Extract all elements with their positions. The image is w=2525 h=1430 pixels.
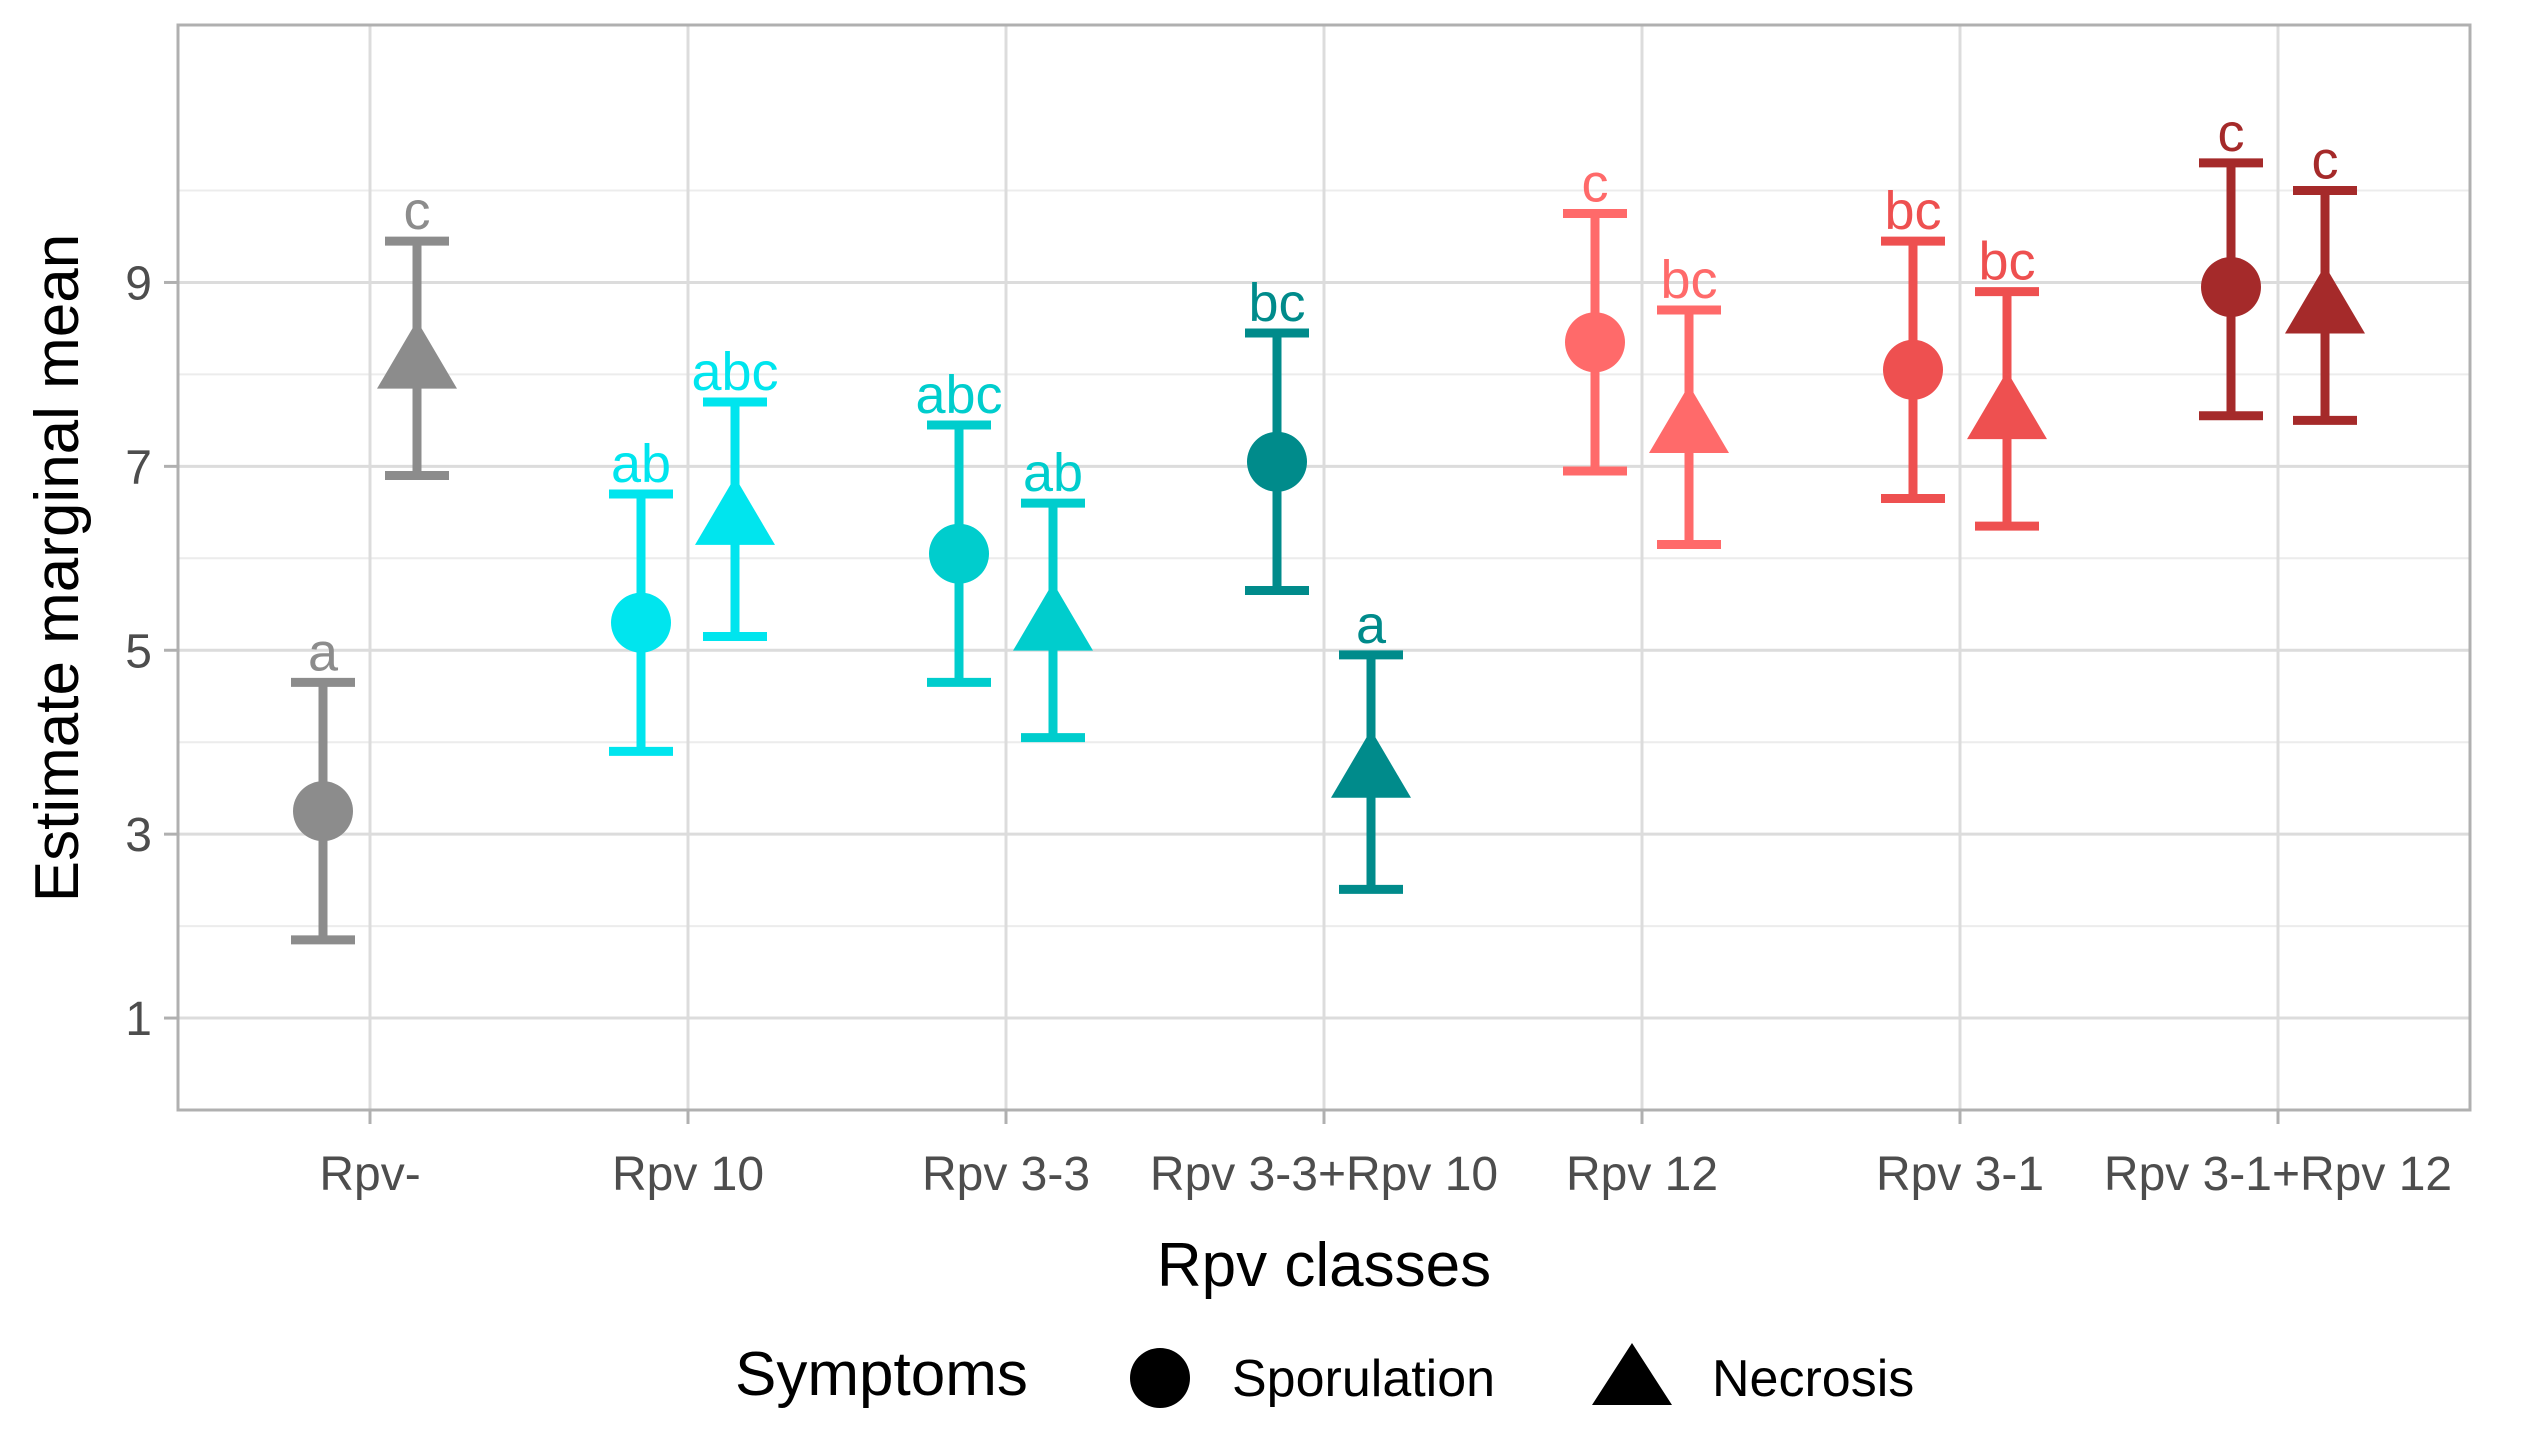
errorbar-point-sporulation: a: [291, 622, 355, 945]
significance-letter: bc: [1248, 273, 1305, 333]
y-tick-label: 1: [125, 993, 152, 1046]
legend-key-necrosis-triangle: [1592, 1343, 1672, 1405]
necrosis-point: [1331, 729, 1411, 798]
significance-letter: abc: [691, 342, 778, 402]
errorbar-point-necrosis: bc: [1967, 232, 2047, 531]
legend-label-necrosis: Necrosis: [1712, 1350, 1914, 1408]
sporulation-point: [1883, 339, 1943, 400]
sporulation-point: [611, 592, 671, 653]
legend-label-sporulation: Sporulation: [1232, 1350, 1495, 1408]
significance-letter: a: [1356, 595, 1387, 655]
x-tick-label: Rpv-: [319, 1148, 420, 1201]
sporulation-point: [1565, 312, 1625, 373]
significance-letter: c: [1582, 153, 1609, 213]
sporulation-point: [2201, 257, 2261, 318]
errorbar-point-sporulation: bc: [1881, 181, 1945, 504]
x-tick-label: Rpv 3-1+Rpv 12: [2104, 1148, 2452, 1201]
errorbar-point-sporulation: bc: [1245, 273, 1309, 595]
errorbar-point-necrosis: bc: [1649, 250, 1729, 550]
axes: 1 3 5 7 9 Rpv- Rpv 10 Rpv 3-3 Rpv 3-3+Rpv 10 Rpv …: [125, 257, 2452, 1201]
errorbar-point-necrosis: abc: [691, 342, 779, 641]
necrosis-point: [377, 320, 457, 389]
x-axis-title: Rpv classes: [1157, 1231, 1491, 1300]
errorbar-point-sporulation: c: [2199, 103, 2263, 421]
necrosis-point: [1967, 371, 2047, 440]
legend: Symptoms Sporulation Necrosis: [735, 1340, 1914, 1409]
legend-title: Symptoms: [735, 1340, 1028, 1409]
y-axis-title: Estimate marginal mean: [23, 234, 92, 903]
x-tick-label: Rpv 12: [1566, 1148, 1718, 1201]
necrosis-point: [2285, 265, 2365, 334]
significance-letter: ab: [1023, 443, 1083, 503]
errorbar-point-necrosis: ab: [1013, 443, 1093, 743]
errorbar-point-necrosis: c: [377, 181, 457, 481]
necrosis-point: [1013, 582, 1093, 651]
significance-letter: bc: [1884, 181, 1941, 241]
significance-letter: a: [308, 622, 339, 682]
significance-letter: c: [2312, 131, 2339, 191]
x-tick-label: Rpv 3-1: [1876, 1148, 2044, 1201]
significance-letter: c: [2218, 103, 2245, 163]
sporulation-point: [929, 523, 989, 584]
significance-letter: bc: [1978, 232, 2035, 292]
significance-letter: ab: [611, 434, 671, 494]
legend-key-sporulation-circle: [1130, 1348, 1190, 1408]
necrosis-point: [695, 476, 775, 545]
y-tick-label: 7: [125, 441, 152, 494]
errorbar-point-necrosis: a: [1331, 595, 1411, 894]
errorbar-point-sporulation: ab: [609, 434, 673, 756]
y-tick-label: 9: [125, 257, 152, 310]
significance-letter: abc: [915, 365, 1002, 425]
y-tick-label: 3: [125, 809, 152, 862]
x-tick-label: Rpv 3-3: [922, 1148, 1090, 1201]
grid: [178, 25, 2470, 1111]
errorbar-point-necrosis: c: [2285, 131, 2365, 425]
significance-letter: bc: [1660, 250, 1717, 310]
sporulation-point: [293, 781, 353, 842]
errorbar-point-sporulation: abc: [915, 365, 1003, 687]
sporulation-point: [1247, 431, 1307, 492]
x-tick-label: Rpv 3-3+Rpv 10: [1150, 1148, 1498, 1201]
y-tick-label: 5: [125, 625, 152, 678]
errorbar-point-sporulation: c: [1563, 153, 1627, 476]
necrosis-point: [1649, 384, 1729, 453]
significance-letter: c: [404, 181, 431, 241]
x-tick-label: Rpv 10: [612, 1148, 764, 1201]
